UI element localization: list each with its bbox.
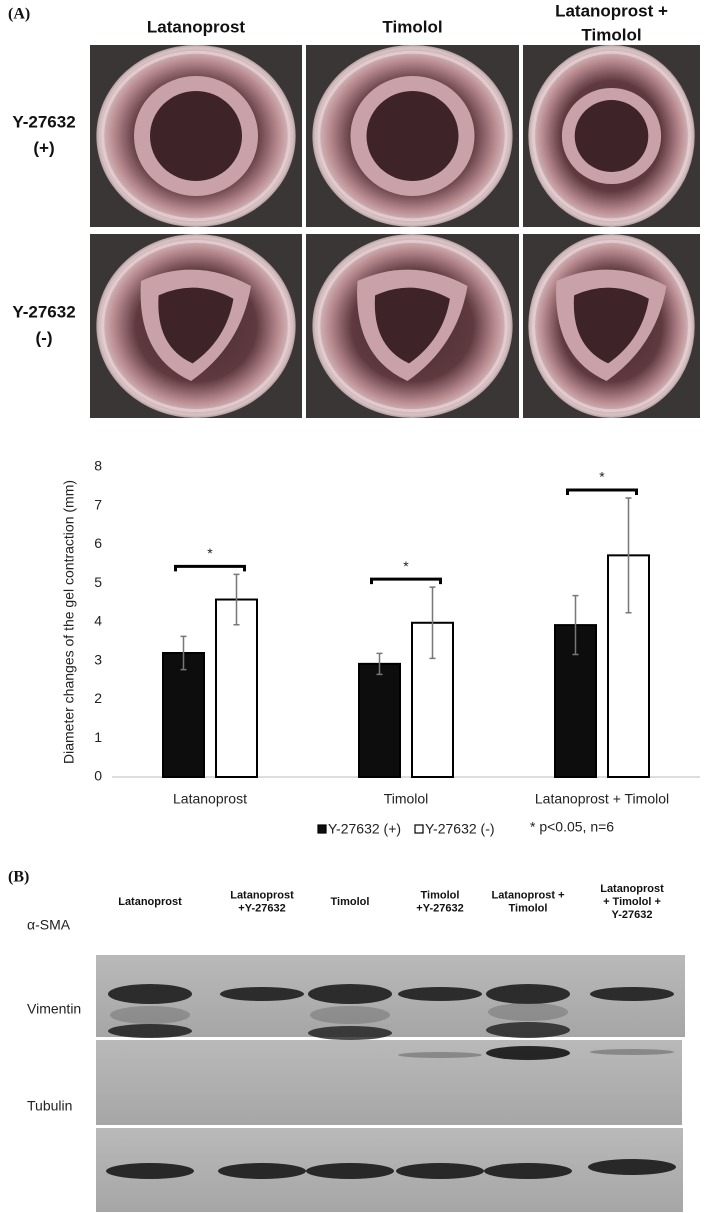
blot-band	[398, 987, 482, 1001]
error-bar	[625, 497, 632, 614]
blot-band	[588, 1159, 676, 1175]
row-label: Y-27632	[12, 302, 75, 321]
significance-bracket	[174, 564, 246, 572]
gel-center	[574, 100, 649, 172]
blot-smear	[110, 1006, 190, 1024]
blot-smear	[310, 1006, 390, 1024]
blot-band	[590, 1049, 674, 1055]
lane-label: Timolol	[509, 902, 548, 914]
y-tick-label: 1	[94, 729, 102, 745]
chart-note: * p<0.05, n=6	[530, 819, 614, 835]
well-rim	[317, 239, 508, 413]
error-bar	[429, 586, 436, 660]
blot-band	[396, 1163, 484, 1179]
blot-band	[220, 987, 304, 1001]
blot-band	[486, 1046, 570, 1060]
blot	[96, 1040, 682, 1125]
row-label: (-)	[36, 328, 53, 347]
lane-label: Latanoprost	[118, 896, 182, 908]
blot-label: Tubulin	[27, 1098, 72, 1114]
significance-bracket	[566, 488, 638, 495]
well-rim	[532, 50, 691, 222]
lane-label: Timolol	[421, 889, 460, 901]
error-bar	[572, 594, 579, 656]
y-tick-label: 7	[94, 496, 102, 512]
lane-label: Latanoprost	[600, 883, 664, 895]
lane-label: Latanoprost	[230, 889, 294, 901]
blot-band	[218, 1163, 306, 1179]
legend-swatch	[414, 824, 424, 834]
blot-smear	[488, 1003, 568, 1021]
column-header: Timolol	[382, 17, 442, 36]
column-header: Latanoprost	[147, 17, 246, 36]
error-bar	[233, 573, 240, 626]
lane-label: Latanoprost +	[491, 889, 564, 901]
bar	[162, 652, 205, 778]
blot-label: α-SMA	[27, 917, 71, 933]
well-rim	[101, 50, 291, 222]
lane-label: Timolol	[331, 896, 370, 908]
legend-swatch	[317, 824, 327, 834]
significance-mark: *	[207, 545, 213, 561]
y-tick-label: 5	[94, 574, 102, 590]
gel-center	[573, 287, 649, 364]
y-tick-label: 6	[94, 535, 102, 551]
y-tick-label: 4	[94, 613, 102, 629]
x-tick-label: Timolol	[384, 791, 429, 807]
y-tick-label: 8	[94, 458, 102, 474]
blot-label: Vimentin	[27, 1001, 81, 1017]
blot-band	[486, 1022, 570, 1038]
bar	[358, 662, 401, 778]
panel-label: (B)	[8, 869, 29, 886]
blot-band	[484, 1163, 572, 1179]
blot-band	[108, 984, 192, 1004]
blot-band	[398, 1052, 482, 1058]
blot-band	[108, 1024, 192, 1038]
gel-center	[374, 287, 450, 364]
panel-label: (A)	[8, 6, 30, 23]
gel-center	[150, 91, 242, 181]
error-bar	[180, 635, 187, 671]
blot-band	[106, 1163, 194, 1179]
blot-band	[308, 984, 392, 1004]
blot-band	[306, 1163, 394, 1179]
lane-label: + Timolol +	[603, 896, 661, 908]
y-tick-label: 0	[94, 768, 102, 784]
lane-label: Y-27632	[612, 909, 653, 921]
significance-bracket	[370, 577, 442, 585]
y-tick-label: 2	[94, 690, 102, 706]
row-label: Y-27632	[12, 112, 75, 131]
row-label: (+)	[33, 138, 54, 157]
lane-label: +Y-27632	[416, 902, 463, 914]
gel-center	[158, 287, 234, 364]
significance-mark: *	[599, 469, 605, 485]
significance-mark: *	[403, 558, 409, 574]
blot-band	[590, 987, 674, 1001]
well-rim	[101, 239, 291, 413]
legend-label: Y-27632 (+)	[328, 821, 401, 837]
x-tick-label: Latanoprost	[173, 791, 247, 807]
error-bar	[376, 652, 383, 676]
gel-center	[366, 91, 459, 181]
blot-band	[486, 984, 570, 1004]
column-header: Timolol	[581, 25, 641, 44]
well-rim	[317, 50, 508, 222]
y-tick-label: 3	[94, 651, 102, 667]
blot-band	[308, 1026, 392, 1040]
y-axis-label: Diameter changes of the gel contraction …	[61, 480, 77, 764]
well-rim	[532, 239, 691, 413]
legend-label: Y-27632 (-)	[425, 821, 495, 837]
bar	[215, 598, 258, 779]
x-tick-label: Latanoprost + Timolol	[535, 791, 669, 807]
lane-label: +Y-27632	[238, 902, 285, 914]
column-header: Latanoprost +	[555, 1, 668, 20]
